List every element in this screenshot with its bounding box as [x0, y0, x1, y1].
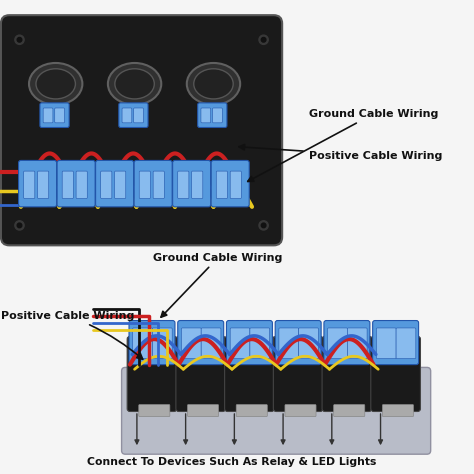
FancyBboxPatch shape: [227, 320, 273, 365]
Circle shape: [261, 37, 266, 42]
Text: Connect To Devices Such As Relay & LED Lights: Connect To Devices Such As Relay & LED L…: [87, 457, 377, 467]
Circle shape: [259, 35, 268, 45]
FancyBboxPatch shape: [322, 337, 372, 411]
FancyBboxPatch shape: [225, 337, 274, 411]
FancyBboxPatch shape: [236, 404, 267, 417]
FancyBboxPatch shape: [324, 320, 370, 365]
FancyBboxPatch shape: [178, 320, 224, 365]
FancyBboxPatch shape: [139, 171, 150, 199]
Circle shape: [259, 221, 268, 230]
FancyBboxPatch shape: [176, 337, 226, 411]
Text: Positive Cable Wiring: Positive Cable Wiring: [1, 311, 143, 359]
FancyBboxPatch shape: [212, 108, 222, 123]
FancyBboxPatch shape: [134, 108, 144, 123]
FancyBboxPatch shape: [216, 171, 228, 199]
Circle shape: [17, 37, 22, 42]
FancyBboxPatch shape: [62, 171, 73, 199]
FancyBboxPatch shape: [18, 160, 56, 207]
Text: Ground Cable Wiring: Ground Cable Wiring: [154, 253, 283, 317]
FancyBboxPatch shape: [122, 367, 431, 454]
FancyBboxPatch shape: [230, 328, 250, 359]
FancyBboxPatch shape: [182, 328, 201, 359]
FancyBboxPatch shape: [396, 328, 416, 359]
FancyBboxPatch shape: [173, 160, 210, 207]
Text: Positive Cable Wiring: Positive Cable Wiring: [239, 145, 442, 161]
FancyBboxPatch shape: [153, 328, 172, 359]
FancyBboxPatch shape: [115, 171, 126, 199]
FancyBboxPatch shape: [347, 328, 367, 359]
FancyBboxPatch shape: [250, 328, 270, 359]
FancyBboxPatch shape: [188, 404, 219, 417]
FancyBboxPatch shape: [211, 160, 249, 207]
FancyBboxPatch shape: [285, 404, 316, 417]
FancyBboxPatch shape: [383, 404, 413, 417]
Ellipse shape: [29, 63, 82, 105]
Circle shape: [15, 35, 24, 45]
FancyBboxPatch shape: [127, 337, 177, 411]
FancyBboxPatch shape: [198, 103, 227, 128]
FancyBboxPatch shape: [24, 171, 35, 199]
FancyBboxPatch shape: [134, 160, 172, 207]
FancyBboxPatch shape: [299, 328, 319, 359]
FancyBboxPatch shape: [371, 337, 420, 411]
FancyBboxPatch shape: [55, 108, 64, 123]
FancyBboxPatch shape: [133, 328, 153, 359]
Ellipse shape: [36, 69, 75, 99]
FancyBboxPatch shape: [76, 171, 87, 199]
FancyBboxPatch shape: [153, 171, 164, 199]
Circle shape: [17, 223, 22, 228]
FancyBboxPatch shape: [43, 108, 53, 123]
Ellipse shape: [108, 63, 161, 105]
FancyBboxPatch shape: [1, 15, 282, 246]
FancyBboxPatch shape: [122, 108, 132, 123]
FancyBboxPatch shape: [129, 320, 175, 365]
Ellipse shape: [187, 63, 240, 105]
FancyBboxPatch shape: [178, 171, 189, 199]
FancyBboxPatch shape: [139, 404, 170, 417]
Circle shape: [15, 221, 24, 230]
FancyBboxPatch shape: [40, 103, 69, 128]
FancyBboxPatch shape: [373, 320, 419, 365]
FancyBboxPatch shape: [201, 108, 210, 123]
FancyBboxPatch shape: [57, 160, 95, 207]
FancyBboxPatch shape: [191, 171, 203, 199]
Ellipse shape: [194, 69, 233, 99]
FancyBboxPatch shape: [37, 171, 49, 199]
Ellipse shape: [115, 69, 155, 99]
FancyBboxPatch shape: [279, 328, 299, 359]
FancyBboxPatch shape: [376, 328, 396, 359]
FancyBboxPatch shape: [96, 160, 134, 207]
FancyBboxPatch shape: [334, 404, 365, 417]
FancyBboxPatch shape: [100, 171, 112, 199]
FancyBboxPatch shape: [328, 328, 347, 359]
FancyBboxPatch shape: [275, 320, 321, 365]
Circle shape: [261, 223, 266, 228]
FancyBboxPatch shape: [273, 337, 323, 411]
FancyBboxPatch shape: [119, 103, 148, 128]
FancyBboxPatch shape: [201, 328, 221, 359]
FancyBboxPatch shape: [230, 171, 241, 199]
Text: Ground Cable Wiring: Ground Cable Wiring: [248, 109, 438, 182]
